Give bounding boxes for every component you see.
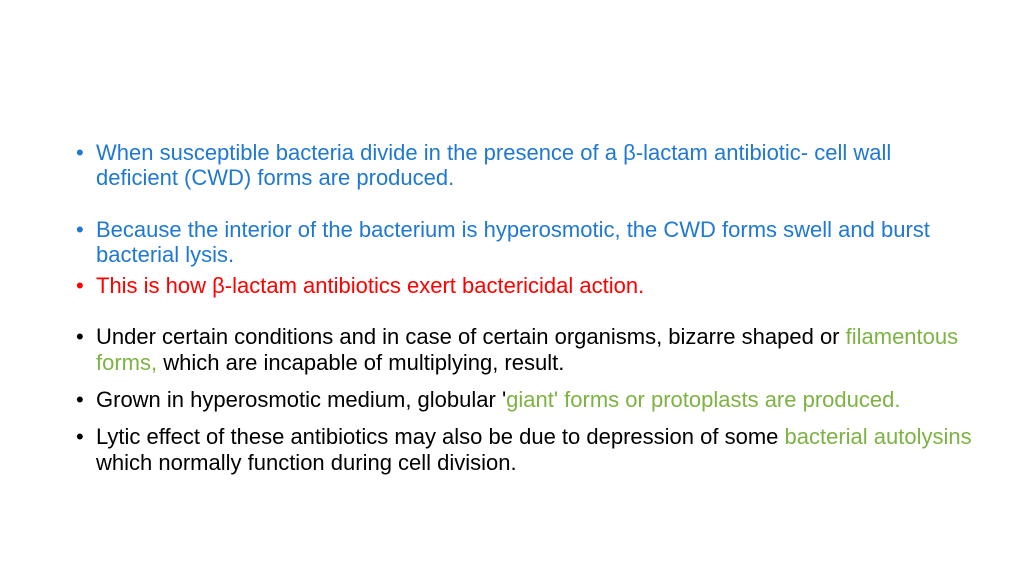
bullet-item: Grown in hyperosmotic medium, globular '…: [50, 387, 974, 412]
bullet-text: giant' forms or protoplasts are produced…: [506, 387, 900, 412]
bullet-item: When susceptible bacteria divide in the …: [50, 140, 974, 191]
spacer: [50, 197, 974, 217]
bullet-text: which are incapable of multiplying, resu…: [163, 350, 564, 375]
bullet-text: bacterial autolysins: [785, 424, 972, 449]
bullet-item: Because the interior of the bacterium is…: [50, 217, 974, 268]
bullet-item: Under certain conditions and in case of …: [50, 324, 974, 375]
bullet-text: Lytic effect of these antibiotics may al…: [96, 424, 785, 449]
bullet-list: When susceptible bacteria divide in the …: [50, 140, 974, 475]
bullet-text: which normally function during cell divi…: [96, 450, 517, 475]
bullet-text: This is how β-lactam antibiotics exert b…: [96, 273, 644, 298]
bullet-item: This is how β-lactam antibiotics exert b…: [50, 273, 974, 298]
bullet-text: Under certain conditions and in case of …: [96, 324, 846, 349]
bullet-text: Grown in hyperosmotic medium, globular ': [96, 387, 506, 412]
bullet-text: When susceptible bacteria divide in the …: [96, 140, 891, 190]
slide: When susceptible bacteria divide in the …: [0, 0, 1024, 576]
bullet-text: Because the interior of the bacterium is…: [96, 217, 930, 267]
spacer: [50, 304, 974, 324]
bullet-item: Lytic effect of these antibiotics may al…: [50, 424, 974, 475]
